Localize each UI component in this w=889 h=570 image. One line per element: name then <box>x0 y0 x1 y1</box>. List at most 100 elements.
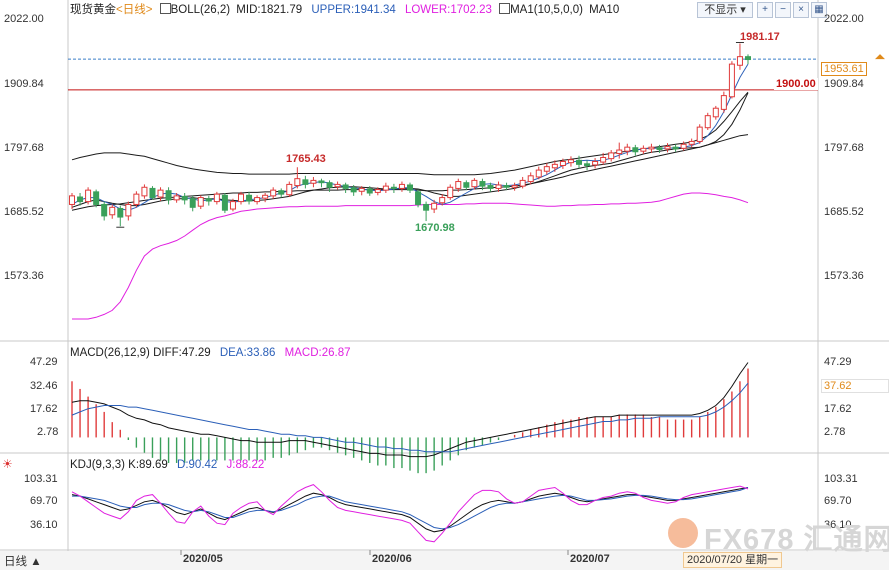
kdj-y-tick-right: 69.70 <box>824 495 852 507</box>
weekday: 星期一 <box>745 554 779 566</box>
macd-name: MACD(26,12,9) <box>70 347 150 359</box>
candle-body <box>318 180 325 184</box>
candle-body <box>221 194 228 211</box>
candle-body <box>664 146 671 150</box>
candle-body <box>576 159 582 165</box>
plus-icon[interactable]: + <box>757 2 773 18</box>
candle-body <box>511 185 518 188</box>
macd-y-tick-left: 32.46 <box>30 380 58 392</box>
date-label: 2020/07 <box>570 553 610 565</box>
series-line-upper <box>71 91 749 176</box>
candle-body <box>519 179 526 187</box>
kdj-y-tick-right: 103.31 <box>824 473 858 485</box>
candle-body <box>133 193 140 205</box>
kdj-y-tick-left: 69.70 <box>30 495 58 507</box>
candle-body <box>720 95 727 110</box>
candle-body <box>592 160 599 166</box>
kdj-line-d <box>72 487 749 530</box>
level-line-label: 1900.00 <box>774 78 818 90</box>
candle-body <box>213 193 220 203</box>
settings-icon[interactable]: ☀ <box>2 457 13 471</box>
candle-body <box>294 178 301 187</box>
candle-body <box>455 181 462 189</box>
candle-body <box>390 186 397 189</box>
candle-body <box>334 183 341 188</box>
candle-body <box>310 179 317 184</box>
candle-body <box>278 190 285 195</box>
candle-body <box>358 187 365 192</box>
candle-body <box>374 189 381 193</box>
candle-body <box>342 184 349 189</box>
macd-diff: DIFF:47.29 <box>153 347 211 359</box>
kdj-y-tick-right: 36.10 <box>824 519 852 531</box>
y-tick-left: 1909.84 <box>4 78 44 90</box>
candle-body <box>326 182 333 188</box>
candle-body <box>423 203 430 211</box>
candle-body <box>736 56 743 66</box>
macd-y-tick-left: 2.78 <box>37 426 59 438</box>
y-tick-right: 1685.52 <box>824 206 864 218</box>
macd-dea-line <box>71 382 749 453</box>
symbol-name: 现货黄金 <box>70 4 116 16</box>
candle-body <box>197 197 204 207</box>
candle-body <box>495 184 502 189</box>
candle-body <box>648 146 655 150</box>
candle-body <box>85 189 92 203</box>
candle-body <box>350 187 357 193</box>
grid-icon[interactable]: ▦ <box>811 2 827 18</box>
candle-body <box>109 206 116 216</box>
candle-body <box>431 202 438 210</box>
top-header: 现货黄金<日线> BOLL(26,2) MID:1821.79 UPPER:19… <box>70 2 619 18</box>
candle-body <box>229 201 236 210</box>
candle-body <box>254 197 261 203</box>
candle-body <box>584 163 591 167</box>
high-annotation: 1981.17 <box>740 31 780 43</box>
candle-body <box>688 140 695 145</box>
candle-body <box>527 175 534 183</box>
y-tick-right: 1573.36 <box>824 270 864 282</box>
close-icon[interactable]: × <box>793 2 809 18</box>
candle-body <box>398 183 405 189</box>
candle-body <box>479 181 486 187</box>
kdj-d: D:90.42 <box>177 459 218 471</box>
candle-body <box>439 197 446 204</box>
watermark-logo <box>668 518 698 548</box>
macd-diff-line <box>71 362 749 458</box>
date-label: 2020/06 <box>372 553 412 565</box>
candle-body <box>205 198 212 202</box>
candle-body <box>69 195 75 205</box>
y-tick-left: 1685.52 <box>4 206 44 218</box>
period-button[interactable]: 日线 ▲ <box>4 556 42 568</box>
candle-body <box>632 147 639 153</box>
ma-icon <box>499 3 511 14</box>
current-price-tag: 1953.61 <box>821 62 867 76</box>
candle-body <box>246 194 253 202</box>
y-tick-left: 1797.68 <box>4 142 44 154</box>
macd-y-tick-left: 17.62 <box>30 403 58 415</box>
minus-icon[interactable]: − <box>775 2 791 18</box>
candle-body <box>149 187 156 199</box>
low-annotation: 1670.98 <box>415 222 455 234</box>
macd-y-tick-right: 2.78 <box>824 426 846 438</box>
candle-body <box>503 185 510 188</box>
candle-body <box>117 207 124 218</box>
candle-body <box>77 196 84 203</box>
candle-body <box>672 146 679 150</box>
candle-body <box>696 126 703 142</box>
candle-body <box>559 160 566 167</box>
candle-body <box>567 159 574 164</box>
kdj-j: J:88.22 <box>226 459 265 471</box>
candle-body <box>616 149 623 154</box>
candle-body <box>680 143 687 149</box>
candle-body <box>551 163 558 169</box>
candle-body <box>286 183 293 196</box>
candle-body <box>543 166 550 172</box>
current-price-arrow-icon <box>875 54 885 60</box>
local-high-annotation: 1765.43 <box>286 153 326 165</box>
candle-body <box>728 63 735 98</box>
hide-dropdown-button[interactable]: 不显示 ▾ <box>697 2 753 18</box>
candle-body <box>704 115 711 129</box>
macd-y-tick-right: 47.29 <box>824 356 852 368</box>
candle-body <box>745 56 751 61</box>
